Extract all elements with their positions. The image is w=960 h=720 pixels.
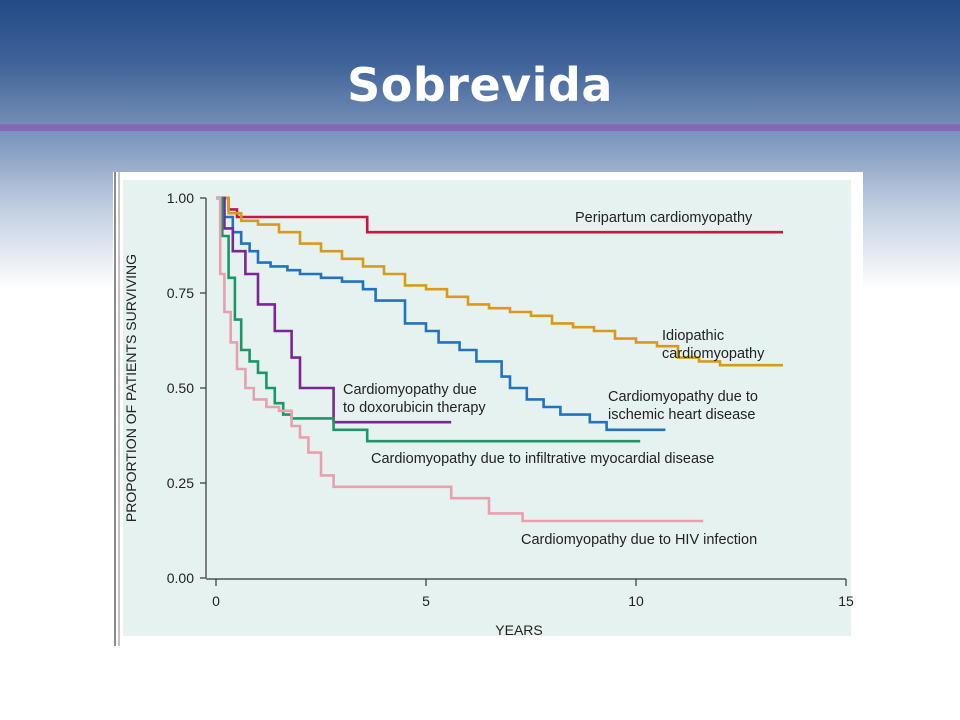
slide-title: Sobrevida	[347, 58, 613, 112]
survival-chart: 0.00 0.25 0.50 0.75 1.00 0 5 10 15 Peripartum ca…	[114, 172, 854, 646]
series-labels: Peripartum cardiomyopathy Idiopathic cardi…	[343, 210, 765, 548]
y-tick-label: 0.50	[167, 380, 194, 396]
x-axis-label: YEARS	[495, 622, 542, 638]
series-line-doxorubicin	[216, 196, 452, 424]
y-tick-label: 0.75	[167, 285, 194, 301]
title-divider	[0, 124, 960, 131]
label-idiopathic: cardiomyopathy	[662, 346, 765, 362]
series-line-ischemic	[216, 196, 666, 432]
label-infiltrative: Cardiomyopathy due to infiltrative myoca…	[371, 451, 714, 467]
x-tick-label: 15	[838, 593, 854, 609]
label-doxorubicin: to doxorubicin therapy	[343, 400, 486, 416]
label-ischemic: Cardiomyopathy due to	[608, 389, 758, 405]
series-line-hiv	[216, 196, 704, 523]
y-tick-label: 1.00	[167, 190, 194, 206]
series-line-infiltrative	[216, 196, 641, 443]
y-axis-label: PROPORTION OF PATIENTS SURVIVING	[123, 254, 139, 522]
x-tick-label: 5	[422, 593, 430, 609]
series-lines	[216, 196, 783, 523]
y-tick-label: 0.00	[167, 570, 194, 586]
label-idiopathic: Idiopathic	[662, 328, 724, 344]
label-ischemic: ischemic heart disease	[608, 407, 756, 423]
series-line-idiopathic	[216, 196, 783, 367]
label-peripartum: Peripartum cardiomyopathy	[575, 210, 753, 226]
x-tick-label: 0	[212, 593, 220, 609]
label-doxorubicin: Cardiomyopathy due	[343, 382, 477, 398]
axes: 0.00 0.25 0.50 0.75 1.00 0 5 10 15	[167, 190, 854, 609]
y-tick-label: 0.25	[167, 475, 194, 491]
x-tick-label: 10	[628, 593, 644, 609]
survival-figure: 0.00 0.25 0.50 0.75 1.00 0 5 10 15 Peripartum ca…	[113, 172, 863, 646]
label-hiv: Cardiomyopathy due to HIV infection	[521, 532, 757, 548]
